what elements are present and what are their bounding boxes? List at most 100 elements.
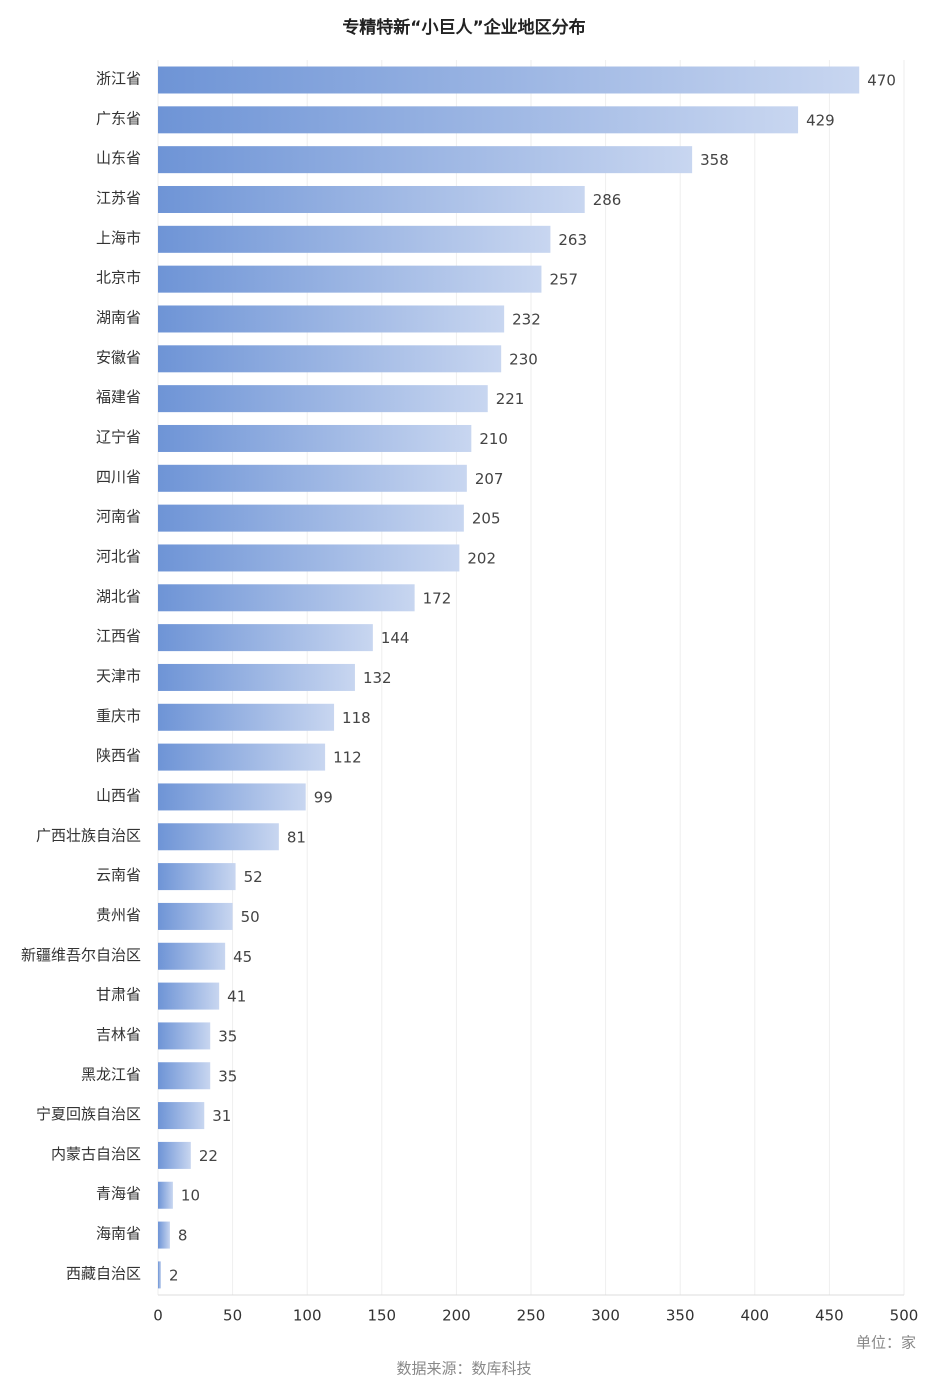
bar [158,1221,170,1249]
value-label: 50 [241,908,260,926]
bar [158,345,502,373]
bar [158,225,551,253]
y-tick-label: 陕西省 [96,747,141,765]
x-tick-label: 0 [153,1307,163,1325]
bar [158,1181,173,1209]
y-tick-label: 广西壮族自治区 [36,826,141,844]
bar [158,385,488,413]
y-tick-label: 山东省 [96,149,141,167]
bar [158,1261,161,1289]
y-tick-label: 山西省 [96,786,141,804]
bar [158,823,279,851]
value-label: 207 [475,470,504,488]
bar [158,504,464,532]
y-tick-label: 湖北省 [96,587,141,605]
bar [158,464,467,492]
y-tick-label: 贵州省 [96,906,141,924]
bar [158,663,355,691]
bar [158,424,472,452]
y-tick-label: 北京市 [96,269,141,287]
y-tick-label: 内蒙古自治区 [51,1145,141,1163]
bar [158,106,799,134]
y-tick-label: 重庆市 [96,707,141,725]
x-tick-label: 50 [223,1307,242,1325]
y-tick-label: 四川省 [96,468,141,486]
y-tick-label: 浙江省 [96,70,141,88]
value-label: 205 [472,510,501,528]
bar [158,66,860,94]
y-tick-label: 辽宁省 [96,428,141,446]
value-label: 8 [178,1227,188,1245]
bar [158,1022,211,1050]
value-label: 202 [467,549,496,567]
bar [158,743,326,771]
y-tick-label: 宁夏回族自治区 [36,1105,141,1123]
value-label: 112 [333,749,362,767]
x-tick-label: 500 [890,1307,919,1325]
y-tick-label: 西藏自治区 [66,1264,141,1282]
bar [158,544,460,572]
bar [158,624,373,652]
value-label: 22 [199,1147,218,1165]
value-label: 470 [867,72,896,90]
value-label: 172 [423,589,452,607]
bar [158,146,693,174]
x-tick-label: 450 [815,1307,844,1325]
x-tick-label: 100 [293,1307,322,1325]
value-label: 52 [244,868,263,886]
unit-label: 单位：家 [856,1334,916,1352]
bar [158,265,542,293]
value-label: 35 [218,1027,237,1045]
value-label: 286 [593,191,622,209]
y-tick-label: 甘肃省 [96,986,141,1004]
bar [158,584,415,612]
chart-title: 专精特新“小巨人”企业地区分布 [342,17,585,38]
value-label: 35 [218,1067,237,1085]
y-tick-label: 江苏省 [96,189,141,207]
value-label: 230 [509,350,538,368]
value-label: 132 [363,669,392,687]
value-label: 358 [700,151,729,169]
bar [158,1102,205,1130]
y-tick-label: 河北省 [96,547,141,565]
y-tick-label: 安徽省 [96,348,141,366]
y-tick-label: 吉林省 [96,1025,141,1043]
x-tick-label: 150 [367,1307,396,1325]
value-label: 257 [549,271,578,289]
y-tick-label: 新疆维吾尔自治区 [21,946,141,964]
value-label: 99 [314,788,333,806]
bar [158,703,335,731]
y-tick-label: 云南省 [96,866,141,884]
y-tick-label: 青海省 [96,1185,141,1203]
value-label: 263 [558,231,587,249]
bar [158,185,585,213]
y-tick-label: 上海市 [96,229,141,247]
x-tick-label: 350 [666,1307,695,1325]
bar [158,942,226,970]
value-label: 81 [287,828,306,846]
x-tick-label: 400 [740,1307,769,1325]
value-label: 118 [342,709,371,727]
value-label: 45 [233,948,252,966]
value-label: 144 [381,629,410,647]
bar [158,783,306,811]
value-label: 31 [212,1107,231,1125]
y-tick-label: 黑龙江省 [81,1065,141,1083]
bar [158,1141,191,1169]
bar [158,863,236,891]
y-tick-label: 江西省 [96,627,141,645]
y-tick-label: 海南省 [96,1225,141,1243]
value-label: 232 [512,310,541,328]
y-tick-label: 广东省 [96,109,141,127]
x-tick-label: 250 [517,1307,546,1325]
x-tick-label: 200 [442,1307,471,1325]
bar [158,902,233,930]
y-tick-label: 湖南省 [96,308,141,326]
value-label: 41 [227,988,246,1006]
value-label: 429 [806,111,835,129]
source: 数据来源：数库科技 [396,1360,531,1378]
bar [158,1062,211,1090]
y-tick-label: 天津市 [96,667,141,685]
bar [158,982,220,1010]
